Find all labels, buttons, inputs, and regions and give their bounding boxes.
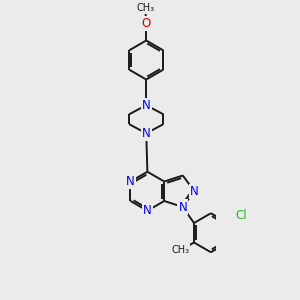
Text: O: O	[142, 17, 151, 30]
Text: N: N	[178, 200, 187, 214]
Text: CH₃: CH₃	[171, 245, 189, 256]
Text: Cl: Cl	[236, 208, 248, 221]
Text: N: N	[142, 99, 151, 112]
Text: N: N	[126, 175, 135, 188]
Text: CH₃: CH₃	[136, 3, 154, 13]
Text: N: N	[143, 204, 152, 217]
Text: N: N	[190, 185, 199, 198]
Text: N: N	[142, 127, 151, 140]
